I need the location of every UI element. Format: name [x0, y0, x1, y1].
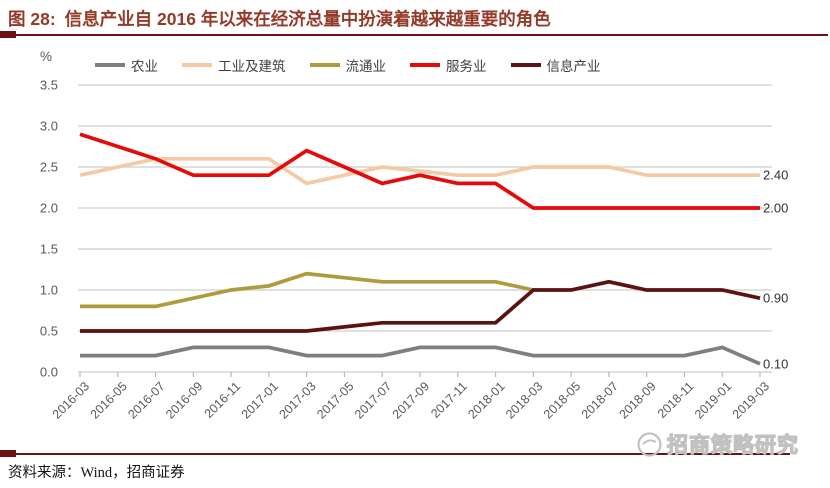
x-axis-label: 2017-01: [239, 379, 281, 421]
y-axis-label: 1.5: [40, 242, 58, 257]
footer-rule: [0, 452, 790, 455]
legend-item: 农业: [95, 55, 158, 75]
series-line-信息产业: [80, 279, 761, 333]
legend-swatch: [410, 63, 440, 67]
figure-label: 图 28:: [8, 9, 56, 29]
legend-label: 信息产业: [546, 59, 601, 74]
x-axis-label: 2019-01: [692, 379, 734, 421]
x-axis-label: 2016-09: [163, 379, 205, 421]
title-rule: [0, 33, 828, 36]
x-axis-label: 2016-03: [50, 379, 92, 421]
y-axis-label: 3.0: [40, 119, 58, 134]
series-end-label: 2.00: [763, 201, 788, 216]
x-axis-label: 2018-07: [579, 379, 621, 421]
footer-rule-cap: [0, 450, 16, 457]
line-chart: 0.00.51.01.52.02.53.03.5%2016-032016-052…: [40, 49, 788, 422]
legend-item: 流通业: [309, 55, 387, 75]
series-end-label: 0.10: [763, 356, 788, 371]
x-axis-label: 2016-07: [125, 379, 167, 421]
chart-legend: 农业 工业及建筑 流通业 服务业 信息产业: [95, 55, 601, 75]
x-axis-label: 2016-05: [88, 379, 130, 421]
watermark: 招商策略研究: [636, 429, 799, 459]
y-axis-label: 3.5: [40, 78, 58, 93]
x-axis-label: 2018-03: [503, 379, 545, 421]
series-line-流通业: [80, 271, 534, 309]
series-line-农业: [80, 345, 761, 366]
legend-label: 农业: [131, 59, 158, 74]
legend-swatch: [182, 63, 212, 67]
y-axis-label: 2.5: [40, 160, 58, 175]
legend-label: 服务业: [446, 59, 487, 74]
y-axis-label: 0.0: [40, 365, 58, 380]
x-axis-label: 2018-01: [465, 379, 507, 421]
series-end-label: 0.90: [763, 291, 788, 306]
x-axis-label: 2018-11: [655, 379, 697, 421]
y-axis-label: 0.5: [40, 324, 58, 339]
y-axis-label: 1.0: [40, 283, 58, 298]
legend-swatch: [95, 63, 125, 67]
series-line-服务业: [79, 132, 760, 210]
source-text: 资料来源：Wind，招商证券: [8, 465, 185, 481]
title-rule-cap: [0, 31, 16, 38]
figure-title: 信息产业自 2016 年以来在经济总量中扮演着越来越重要的角色: [64, 9, 551, 29]
series-line-工业及建筑: [79, 156, 760, 186]
y-axis-label: 2.0: [40, 201, 58, 216]
legend-label: 流通业: [345, 59, 387, 74]
legend-swatch: [510, 63, 541, 67]
x-axis-label: 2017-05: [314, 379, 356, 421]
figure-header: 图 28: 信息产业自 2016 年以来在经济总量中扮演着越来越重要的角色: [8, 6, 823, 31]
x-axis-label: 2018-09: [616, 379, 658, 421]
x-axis-label: 2016-11: [202, 379, 244, 421]
y-axis-unit-label: %: [40, 49, 52, 64]
legend-item: 信息产业: [510, 55, 601, 75]
x-axis-label: 2017-03: [276, 379, 318, 421]
legend-item: 工业及建筑: [182, 55, 286, 75]
series-end-label: 2.40: [763, 168, 788, 183]
x-axis-label: 2017-11: [428, 379, 470, 421]
legend-swatch: [309, 63, 340, 67]
x-axis-label: 2017-09: [390, 379, 432, 421]
legend-item: 服务业: [410, 55, 487, 75]
x-axis-label: 2018-05: [541, 379, 583, 421]
watermark-text: 招商策略研究: [666, 433, 799, 457]
x-axis-label: 2019-03: [730, 379, 772, 421]
x-axis-label: 2017-07: [352, 379, 394, 421]
legend-label: 工业及建筑: [218, 59, 286, 74]
watermark-logo-icon: [637, 431, 662, 457]
